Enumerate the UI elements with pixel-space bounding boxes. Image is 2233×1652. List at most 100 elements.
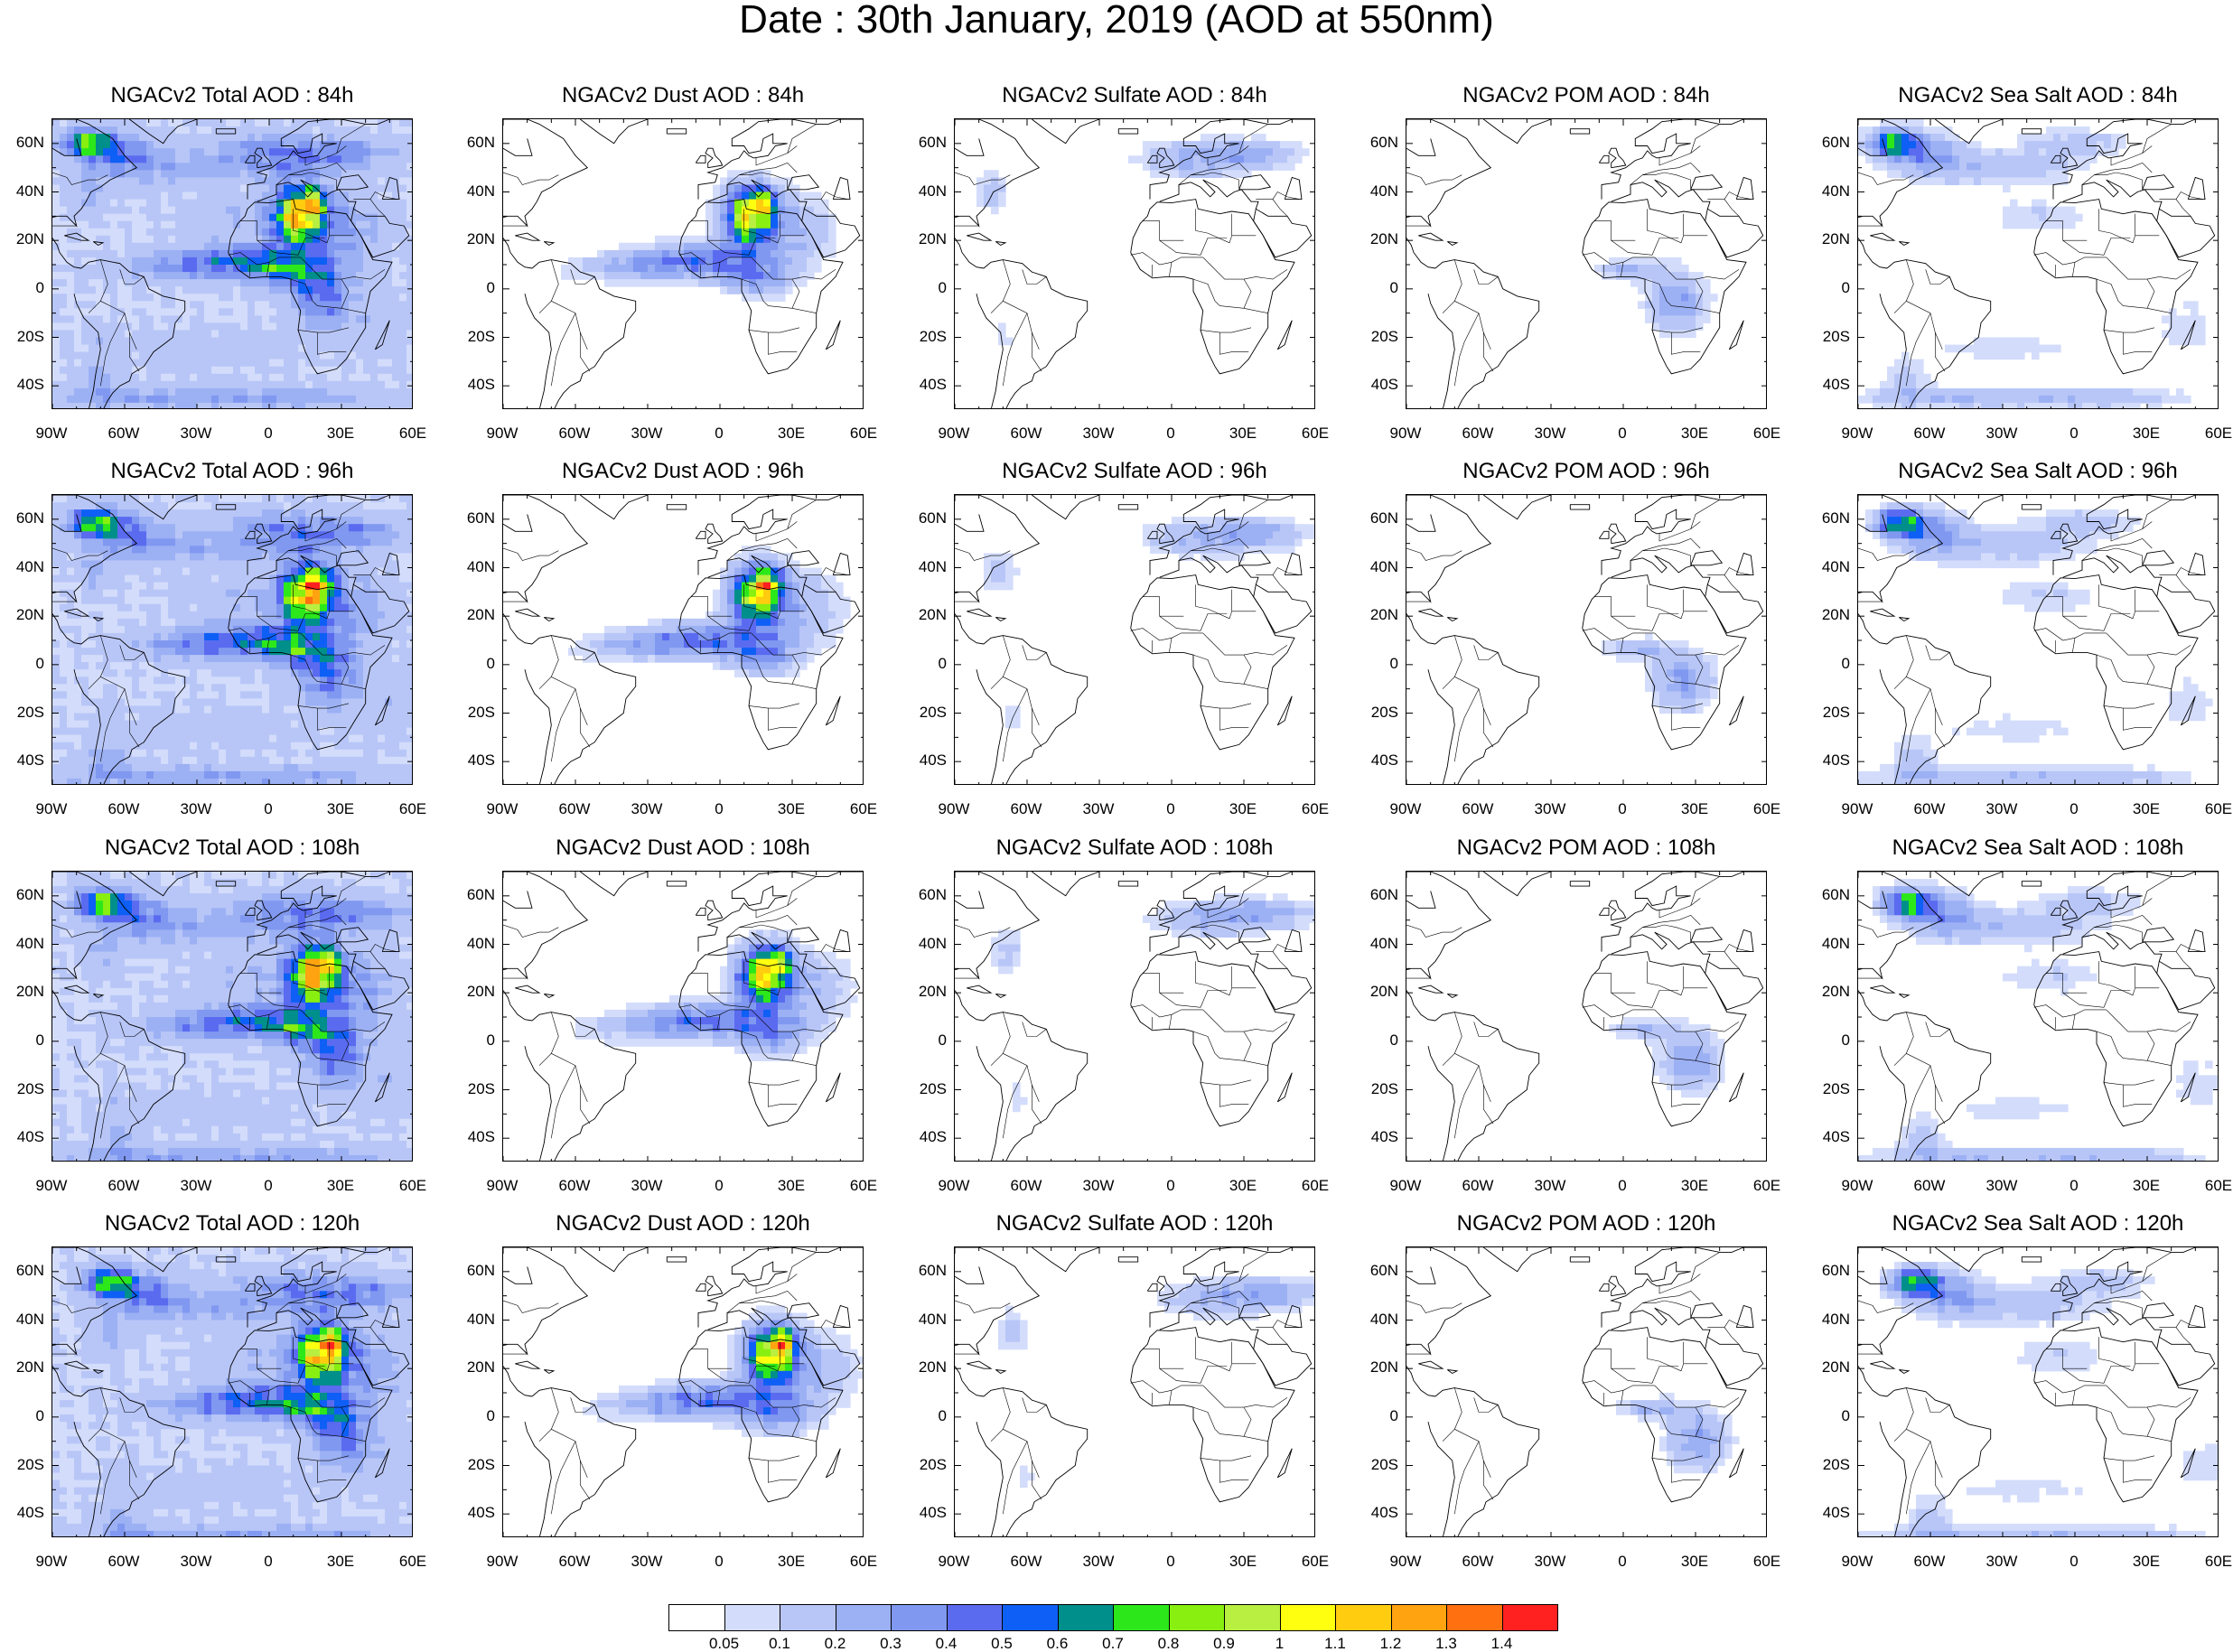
- aod-cell: [305, 546, 313, 554]
- aod-cell: [219, 220, 227, 229]
- aod-cell: [139, 279, 147, 287]
- aod-cell: [291, 286, 299, 294]
- aod-cell: [626, 257, 634, 266]
- aod-cell: [1959, 163, 1967, 171]
- aod-cell: [313, 315, 321, 323]
- aod-cell: [1667, 294, 1675, 302]
- aod-cell: [67, 228, 75, 237]
- aod-cell: [125, 184, 133, 193]
- aod-cell: [749, 191, 757, 201]
- aod-cell: [211, 589, 220, 598]
- aod-cell: [406, 279, 412, 287]
- aod-cell: [327, 155, 335, 163]
- coastlines: [955, 119, 1314, 408]
- aod-cell: [233, 402, 241, 408]
- aod-cell: [734, 177, 743, 185]
- aod-cell: [305, 330, 313, 339]
- aod-cell: [399, 589, 407, 598]
- aod-cell: [2053, 395, 2061, 404]
- country-border: [1858, 172, 1914, 185]
- aod-cell: [1638, 257, 1646, 266]
- aod-cell: [1630, 279, 1639, 287]
- aod-cell: [1952, 344, 1960, 353]
- aod-cell: [313, 206, 321, 215]
- aod-cell: [146, 265, 154, 273]
- aod-cell: [291, 669, 299, 677]
- aod-cell: [392, 611, 400, 620]
- aod-cell: [320, 330, 328, 339]
- aod-cell: [363, 177, 371, 185]
- aod-cell: [110, 380, 118, 389]
- aod-cell: [125, 163, 133, 171]
- aod-cell: [291, 351, 299, 360]
- aod-cell: [341, 301, 350, 309]
- aod-cell: [96, 662, 104, 670]
- aod-cell: [1652, 322, 1660, 331]
- aod-cell: [291, 344, 299, 353]
- aod-cell: [110, 582, 118, 591]
- aod-cell: [1674, 257, 1682, 266]
- aod-cell: [175, 611, 183, 620]
- aod-cell: [705, 272, 714, 280]
- aod-cell: [52, 148, 61, 156]
- aod-cell: [269, 582, 277, 591]
- aod-cell: [269, 242, 277, 251]
- aod-cell: [734, 242, 743, 251]
- aod-cell: [226, 517, 234, 525]
- aod-cell: [756, 177, 764, 185]
- aod-cell: [262, 640, 270, 649]
- aod-cell: [233, 294, 241, 302]
- aod-cell: [226, 655, 234, 663]
- aod-cell: [291, 625, 299, 634]
- aod-cell: [175, 603, 183, 612]
- aod-cell: [1887, 126, 1895, 135]
- aod-cell: [2010, 213, 2018, 222]
- aod-cell: [1266, 141, 1274, 149]
- aod-map: [955, 119, 1314, 408]
- aod-cell: [341, 603, 350, 612]
- aod-cell: [96, 315, 104, 323]
- aod-cell: [211, 546, 220, 554]
- aod-cell: [334, 502, 342, 510]
- aod-cell: [320, 119, 328, 127]
- aod-cell: [190, 308, 198, 316]
- aod-cell: [1873, 163, 1881, 171]
- aod-cell: [298, 380, 306, 389]
- country-border: [1935, 332, 1946, 372]
- aod-cell: [139, 359, 147, 368]
- aod-cell: [161, 531, 169, 539]
- aod-cell: [96, 655, 104, 663]
- aod-cell: [406, 330, 412, 339]
- coastline-caribbean2: [544, 241, 556, 247]
- country-border: [2110, 145, 2153, 166]
- aod-cell: [1945, 126, 1953, 135]
- aod-cell: [349, 567, 357, 576]
- aod-cell: [139, 640, 147, 649]
- aod-cell: [1652, 272, 1660, 280]
- aod-cell: [1995, 163, 2004, 171]
- coastline-caspian: [381, 176, 400, 201]
- aod-cell: [698, 242, 706, 251]
- aod-cell: [2032, 148, 2040, 156]
- aod-cell: [262, 170, 270, 178]
- aod-cell: [204, 531, 212, 539]
- aod-cell: [2053, 402, 2061, 408]
- aod-cell: [67, 596, 75, 605]
- coastline-caspian: [1284, 176, 1303, 201]
- aod-cell: [1916, 170, 1924, 178]
- aod-cell: [197, 538, 205, 546]
- aod-cell: [1688, 272, 1696, 280]
- aod-cell: [749, 199, 757, 208]
- aod-cell: [204, 524, 212, 532]
- aod-cell: [320, 163, 328, 171]
- aod-cell: [378, 596, 386, 605]
- aod-cell: [110, 184, 118, 193]
- aod-cell: [240, 395, 248, 404]
- aod-cell: [190, 380, 198, 389]
- aod-cell: [1157, 163, 1165, 171]
- aod-cell: [219, 669, 227, 677]
- aod-cell: [96, 155, 104, 163]
- aod-cell: [378, 177, 386, 185]
- aod-cell: [74, 257, 82, 266]
- aod-cell: [298, 213, 306, 222]
